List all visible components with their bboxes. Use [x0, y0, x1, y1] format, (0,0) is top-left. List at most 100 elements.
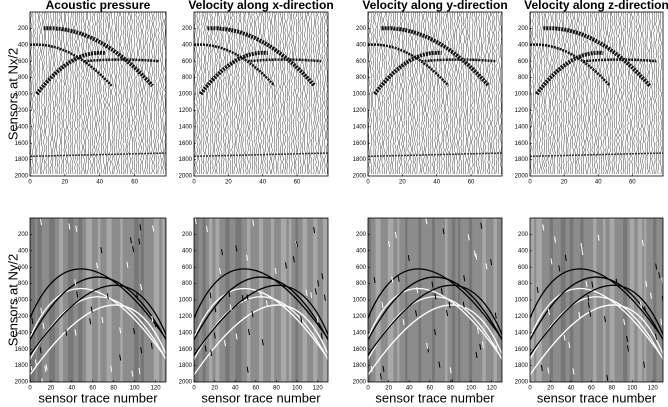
- trace: [246, 12, 249, 175]
- noise: [434, 293, 437, 300]
- stripe: [161, 218, 165, 382]
- noise: [213, 332, 216, 339]
- trace: [299, 12, 302, 175]
- noise: [235, 245, 238, 252]
- y-tick-label: 1200: [179, 108, 193, 114]
- trace: [624, 12, 627, 175]
- trace: [642, 12, 645, 175]
- trace: [455, 12, 459, 175]
- y-tick-label: 600: [518, 59, 529, 65]
- trace: [374, 12, 377, 175]
- x-axis-label: sensor trace number: [38, 390, 158, 405]
- trace: [43, 12, 46, 175]
- x-tick-label: 20: [48, 386, 55, 392]
- arrival: [543, 26, 652, 88]
- trace: [438, 12, 441, 175]
- trace: [32, 12, 35, 175]
- noise: [655, 333, 658, 340]
- trace: [549, 12, 552, 175]
- trace: [262, 12, 265, 175]
- x-tick-label: 40: [96, 180, 103, 186]
- stripe: [235, 218, 242, 382]
- noise: [448, 301, 451, 309]
- noise: [136, 293, 139, 300]
- noise: [416, 287, 419, 294]
- y-tick-label: 1600: [353, 347, 367, 353]
- x-tick-label: 100: [627, 386, 638, 392]
- trace: [275, 12, 278, 175]
- trace: [211, 12, 214, 175]
- noise: [317, 280, 320, 287]
- trace: [45, 12, 48, 175]
- trace: [310, 12, 313, 175]
- trace: [497, 12, 500, 175]
- arrival: [368, 284, 502, 357]
- trace: [286, 12, 289, 175]
- trace: [122, 12, 125, 175]
- trace: [370, 12, 373, 175]
- trace: [657, 12, 660, 175]
- trace: [414, 12, 417, 175]
- noise: [558, 265, 561, 272]
- y-tick-label: 1200: [15, 108, 29, 114]
- x-tick-label: 0: [28, 386, 32, 392]
- noise: [626, 345, 629, 352]
- trace: [458, 12, 461, 175]
- stripe: [106, 218, 112, 382]
- trace: [376, 12, 379, 175]
- trace: [142, 12, 145, 175]
- y-tick-label: 400: [18, 42, 29, 48]
- noise: [451, 379, 453, 382]
- x-tick-label: 60: [294, 180, 301, 186]
- trace: [253, 12, 256, 175]
- trace: [495, 12, 498, 175]
- noise: [564, 254, 567, 261]
- trace: [593, 12, 596, 175]
- arrival: [535, 50, 604, 96]
- noise: [547, 367, 550, 374]
- traces: [194, 218, 328, 382]
- trace: [440, 12, 443, 175]
- y-tick-label: 1400: [179, 124, 193, 130]
- noise: [265, 300, 268, 307]
- stripe: [549, 218, 553, 382]
- arrival: [30, 287, 166, 360]
- x-axis-label: sensor trace number: [375, 390, 495, 405]
- noise: [658, 272, 661, 279]
- trace: [436, 12, 439, 175]
- noise: [140, 347, 143, 354]
- noise: [467, 234, 470, 241]
- arrival: [368, 304, 502, 376]
- trace: [602, 12, 605, 175]
- noise: [391, 276, 394, 283]
- x-tick-label: 60: [629, 180, 636, 186]
- x-tick-label: 40: [259, 180, 266, 186]
- arrival: [30, 284, 166, 357]
- noise: [373, 277, 376, 284]
- trace: [224, 12, 227, 175]
- trace: [120, 12, 123, 175]
- y-tick-label: 2000: [15, 380, 29, 386]
- noise: [247, 328, 250, 336]
- y-tick-label: 1600: [15, 347, 29, 353]
- noise: [218, 267, 221, 275]
- trace: [552, 12, 555, 175]
- trace: [540, 12, 544, 174]
- arrival: [30, 152, 166, 158]
- y-tick-label: 600: [356, 59, 367, 65]
- stripe: [246, 218, 251, 382]
- trace: [207, 12, 210, 175]
- trace: [148, 12, 151, 175]
- arrival: [530, 276, 663, 342]
- arrival: [530, 296, 663, 362]
- trace: [433, 12, 437, 175]
- noise: [606, 374, 609, 381]
- x-tick-label: 60: [588, 386, 595, 392]
- x-tick-label: 120: [313, 386, 324, 392]
- arrival: [373, 50, 442, 96]
- noise: [321, 273, 324, 280]
- stripe: [270, 218, 275, 382]
- trace: [73, 12, 77, 175]
- trace: [137, 12, 140, 175]
- trace: [51, 12, 55, 175]
